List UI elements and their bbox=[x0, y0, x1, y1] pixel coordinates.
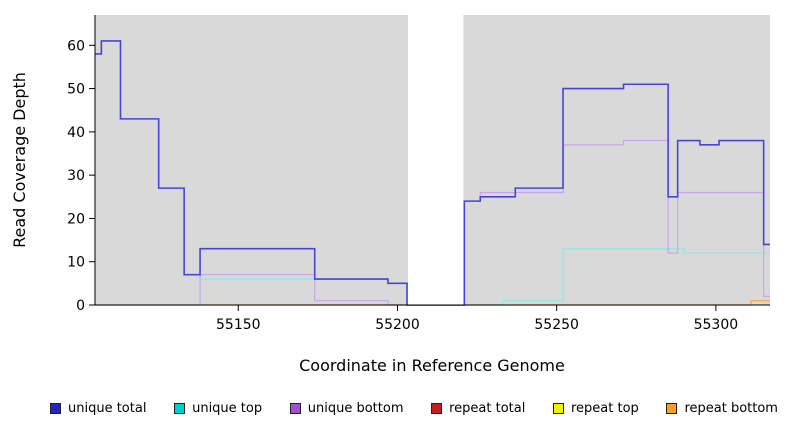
legend-label: repeat bottom bbox=[684, 401, 778, 416]
y-tick-label: 30 bbox=[67, 168, 85, 184]
coverage-chart: Coordinate in Reference Genome Read Cove… bbox=[10, 15, 770, 375]
legend-item-repeat-top: repeat top bbox=[553, 401, 639, 416]
x-axis-label: Coordinate in Reference Genome bbox=[299, 356, 565, 375]
y-tick-label: 60 bbox=[67, 38, 85, 54]
legend-item-repeat-total: repeat total bbox=[431, 401, 525, 416]
legend-swatch-unique-bottom bbox=[289, 403, 301, 414]
y-tick-label: 50 bbox=[67, 82, 85, 98]
x-tick-label: 55250 bbox=[534, 317, 579, 333]
y-tick-label: 0 bbox=[76, 298, 85, 314]
y-tick-label: 40 bbox=[67, 125, 85, 141]
legend-label: unique bottom bbox=[307, 401, 404, 416]
series-line-unique-total bbox=[95, 40, 770, 306]
no-data-gap bbox=[408, 15, 464, 305]
legend-swatch-repeat-top bbox=[553, 403, 564, 414]
legend-swatch-repeat-bottom bbox=[666, 403, 678, 414]
legend-item-repeat-bottom: repeat bottom bbox=[666, 401, 778, 416]
legend-item-unique-bottom: unique bottom bbox=[289, 401, 404, 416]
y-tick-label: 10 bbox=[67, 255, 85, 271]
y-axis-label: Read Coverage Depth bbox=[10, 72, 29, 248]
y-tick-label: 20 bbox=[67, 211, 85, 227]
legend: unique total unique top unique bottom repea… bbox=[0, 385, 792, 432]
legend-item-unique-top: unique top bbox=[174, 401, 262, 416]
legend-swatch-unique-top bbox=[174, 403, 186, 414]
x-tick-label: 55300 bbox=[694, 317, 739, 333]
legend-item-unique-total: unique total bbox=[50, 401, 146, 416]
legend-label: repeat total bbox=[449, 401, 526, 416]
legend-swatch-repeat-total bbox=[431, 403, 443, 414]
legend-label: unique total bbox=[68, 401, 147, 416]
legend-label: unique top bbox=[192, 401, 263, 416]
series-line-unique-bottom bbox=[95, 139, 770, 306]
legend-swatch-unique-total bbox=[50, 403, 61, 414]
x-tick-label: 55150 bbox=[216, 317, 261, 333]
x-tick-label: 55200 bbox=[375, 317, 420, 333]
legend-label: repeat top bbox=[571, 401, 639, 416]
